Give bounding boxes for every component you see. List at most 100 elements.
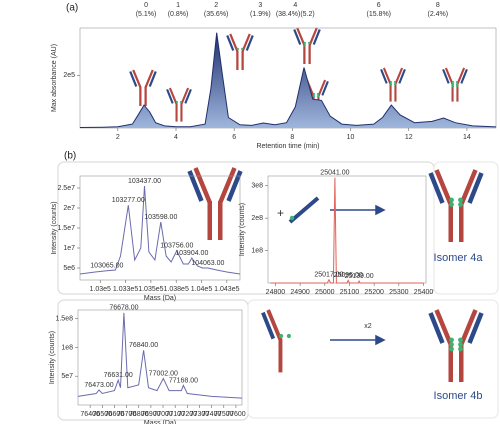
antibody-icon — [428, 169, 484, 242]
light-chain — [148, 71, 157, 87]
disulfide-dot — [389, 80, 393, 84]
disulfide-dot — [458, 337, 463, 343]
disulfide-dot — [303, 41, 306, 45]
peak-label: 76840.00 — [129, 342, 158, 349]
disulfide-dot — [393, 82, 397, 86]
x-tick-label: 1.038e5 — [164, 286, 189, 293]
peak-label: 104063.00 — [191, 260, 224, 267]
light-chain — [312, 29, 321, 45]
panel-box — [247, 299, 499, 419]
peak-label: 25017.00 — [314, 272, 343, 279]
plot-frame — [77, 309, 243, 406]
x-tick-label: 77300 — [190, 411, 210, 418]
heavy-chain — [175, 103, 178, 122]
x-tick-label: 1.043e5 — [214, 286, 239, 293]
peak-label: 76678.00 — [109, 305, 138, 312]
antibody-icon — [380, 67, 406, 102]
plus-sign: + — [277, 206, 284, 220]
disulfide-dot — [449, 346, 454, 352]
disulfide-dot — [175, 100, 179, 104]
x-tick-label: 1.035e5 — [138, 286, 163, 293]
antibody-icon — [166, 87, 192, 122]
heavy-arm — [180, 87, 190, 105]
y-tick-label: 2e8 — [251, 215, 263, 222]
x-axis-label: Retention time (min) — [256, 143, 319, 150]
light-chain — [129, 71, 138, 87]
heavy-arm — [459, 309, 478, 346]
heavy-chain — [236, 50, 239, 70]
heavy-arm — [459, 169, 478, 206]
light-chain — [293, 29, 302, 45]
heavy-arm — [218, 167, 237, 204]
light-chain — [288, 196, 320, 224]
x-tick-label: 2 — [116, 134, 120, 141]
light-chain — [245, 35, 254, 51]
disulfide-dot — [179, 100, 183, 104]
y-tick-label: 1e8 — [61, 344, 73, 351]
panel-box — [57, 161, 435, 295]
peak-label: 76631.00 — [104, 372, 133, 379]
peak-id: 8 — [436, 2, 440, 9]
light-chain — [166, 89, 174, 104]
y-tick-label: 1.5e8 — [55, 315, 73, 322]
peak-share: (35.6%) — [204, 11, 229, 18]
disulfide-dot — [241, 47, 244, 51]
heavy-arm — [168, 87, 178, 105]
y-axis-label: Intensity (counts) — [49, 331, 56, 384]
x-tick-label: 76900 — [141, 411, 161, 418]
disulfide-dot — [449, 337, 454, 343]
peak-share: (38.4%)(5.2) — [276, 11, 315, 18]
heavy-arm — [144, 69, 154, 88]
light-chain — [261, 311, 276, 340]
heavy-chain — [207, 201, 212, 240]
heavy-chain — [144, 86, 147, 106]
heavy-chain — [448, 343, 453, 382]
isomer-label: Isomer 4a — [434, 252, 484, 264]
antibody-icon — [293, 27, 321, 64]
multiplier: x2 — [364, 323, 372, 330]
heavy-arm — [434, 309, 453, 346]
peak-label: 103904.00 — [175, 250, 208, 257]
y-axis-label: Intensity (counts) — [239, 203, 246, 256]
y-tick-label: 2.5e7 — [57, 185, 75, 192]
heavy-chain — [303, 44, 306, 64]
peak-label: 103277.00 — [112, 197, 145, 204]
x-tick-label: 77400 — [202, 411, 222, 418]
disulfide-dot — [458, 197, 463, 203]
antibody-icon — [187, 167, 243, 240]
x-tick-label: 77500 — [214, 411, 234, 418]
antibody-icon — [261, 309, 291, 373]
area — [80, 32, 496, 129]
disulfide-dot — [458, 342, 463, 347]
peak-share: (5.1%) — [136, 11, 157, 18]
x-axis-label: Mass (Da) — [144, 420, 176, 424]
x-tick-label: 1.03e5 — [90, 286, 112, 293]
disulfide-dot — [451, 80, 455, 84]
x-tick-label: 77200 — [178, 411, 198, 418]
antibody-icon — [442, 67, 468, 102]
light-chain — [460, 69, 468, 84]
peak-id: 3 — [258, 2, 262, 9]
light-chain — [380, 69, 388, 84]
light-chain — [428, 172, 445, 204]
x-tick-label: 76400 — [80, 411, 100, 418]
light-chain — [184, 89, 192, 104]
disulfide-dot — [458, 202, 463, 207]
antibody-icon — [129, 69, 157, 106]
heavy-chain — [394, 83, 397, 102]
disulfide-dot — [289, 215, 295, 221]
disulfide-dot — [312, 92, 316, 96]
x-tick-label: 77000 — [153, 411, 173, 418]
heavy-chain — [451, 83, 454, 102]
heavy-chain — [180, 103, 183, 122]
peak-label: 25041.00 — [320, 169, 349, 176]
disulfide-dot — [458, 346, 463, 352]
peak-share: (1.9%) — [250, 11, 271, 18]
y-tick-label: 5e6 — [63, 265, 75, 272]
x-tick-label: 25100 — [340, 289, 360, 296]
peak-share: (15.8%) — [367, 11, 392, 18]
disulfide-dot — [451, 82, 455, 86]
x-tick-label: 25200 — [364, 289, 384, 296]
heavy-arm — [132, 69, 142, 88]
light-chain — [428, 312, 445, 344]
